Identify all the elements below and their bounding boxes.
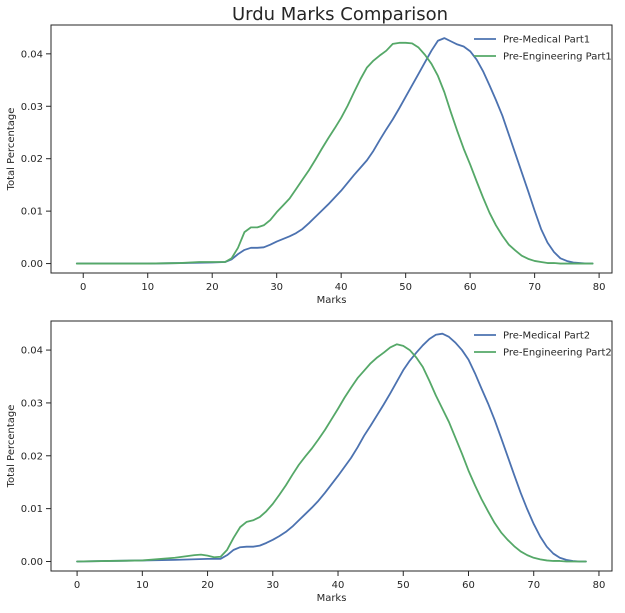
y-tick-label: 0.01 xyxy=(21,504,43,515)
x-tick-label: 10 xyxy=(141,282,154,293)
x-tick-label: 50 xyxy=(399,282,412,293)
y-axis-label: Total Percentage xyxy=(6,405,17,489)
series-line-pre-engineering xyxy=(75,41,594,265)
legend-label: Pre-Medical Part2 xyxy=(503,331,590,342)
y-tick-label: 0.01 xyxy=(21,207,43,218)
x-tick-label: 10 xyxy=(136,580,149,591)
x-tick-label: 20 xyxy=(201,580,214,591)
y-tick-label: 0.03 xyxy=(21,398,43,409)
y-tick-label: 0.02 xyxy=(21,154,43,165)
legend-label: Pre-Medical Part1 xyxy=(503,35,590,46)
y-tick-label: 0.03 xyxy=(21,102,43,113)
x-tick-label: 70 xyxy=(528,282,541,293)
x-tick-label: 40 xyxy=(335,282,348,293)
x-axis-label: Marks xyxy=(317,295,347,306)
legend-label: Pre-Engineering Part1 xyxy=(503,52,612,63)
y-tick-label: 0.00 xyxy=(21,557,43,568)
series-line-pre-medical xyxy=(75,37,594,265)
x-tick-label: 80 xyxy=(593,282,606,293)
x-tick-label: 50 xyxy=(397,580,410,591)
x-tick-label: 30 xyxy=(270,282,283,293)
x-tick-label: 0 xyxy=(80,282,86,293)
y-tick-label: 0.04 xyxy=(21,346,43,357)
x-tick-label: 40 xyxy=(332,580,345,591)
chart-panel-bottom: 0 10 20 30 40 50 60 70 80 0.00 0.01 0.02 0.03 0.04 Mar… xyxy=(6,320,613,604)
x-axis-label: Marks xyxy=(317,593,347,604)
chart-title: Urdu Marks Comparison xyxy=(232,4,448,25)
x-tick-label: 80 xyxy=(593,580,606,591)
y-tick-label: 0.02 xyxy=(21,451,43,462)
y-tick-label: 0.00 xyxy=(21,259,43,270)
x-tick-label: 0 xyxy=(74,580,80,591)
y-tick-label: 0.04 xyxy=(21,49,43,60)
x-tick-label: 60 xyxy=(464,282,477,293)
plot-frame xyxy=(50,24,613,274)
x-tick-label: 70 xyxy=(527,580,540,591)
x-tick-label: 20 xyxy=(206,282,219,293)
y-axis-label: Total Percentage xyxy=(6,108,17,192)
x-tick-label: 60 xyxy=(462,580,475,591)
plot-frame xyxy=(50,320,613,572)
series-line-pre-engineering xyxy=(76,343,587,563)
chart-panel-top: 0 10 20 30 40 50 60 70 80 0.00 0.01 0.02 0.03 0.04 Mar… xyxy=(6,24,613,306)
x-tick-label: 30 xyxy=(266,580,279,591)
legend-label: Pre-Engineering Part2 xyxy=(503,348,612,359)
series-line-pre-medical xyxy=(76,332,587,563)
